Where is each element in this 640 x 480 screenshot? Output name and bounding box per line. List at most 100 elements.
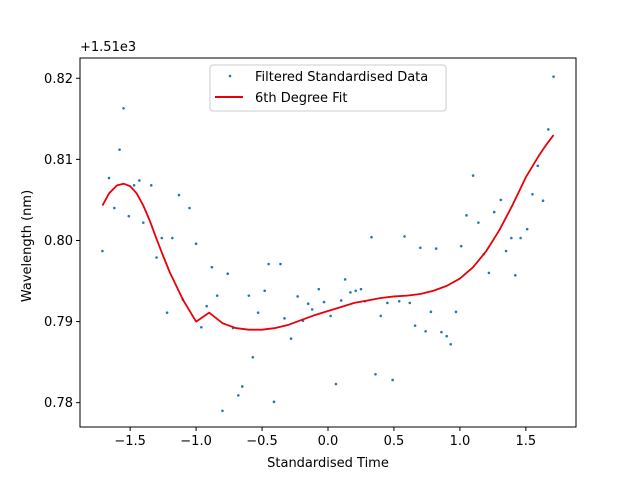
data-point <box>279 262 282 266</box>
data-point <box>536 164 540 168</box>
data-point <box>256 311 260 314</box>
data-point <box>171 236 174 240</box>
data-point <box>226 272 230 276</box>
data-point <box>122 106 125 110</box>
data-point <box>112 206 116 210</box>
data-point <box>434 247 438 250</box>
x-tick-label: 0.5 <box>384 434 405 449</box>
data-point <box>510 236 513 240</box>
data-point <box>194 242 198 246</box>
data-point <box>519 236 522 240</box>
y-tick-label: 0.81 <box>44 153 73 168</box>
y-tick-label: 0.79 <box>44 315 73 330</box>
x-tick-label: −0.5 <box>246 434 278 449</box>
data-point <box>177 193 181 197</box>
data-point <box>525 227 529 231</box>
y-axis: 0.78 0.79 0.80 0.81 0.82 <box>44 72 80 411</box>
data-point <box>310 308 314 311</box>
data-point <box>240 385 244 388</box>
x-tick-label: 0.0 <box>318 434 339 449</box>
data-point <box>370 235 373 239</box>
y-offset-label: +1.51e3 <box>80 40 136 55</box>
data-point <box>329 314 332 318</box>
data-point <box>334 382 338 386</box>
legend-scatter-marker <box>228 74 232 78</box>
data-point <box>492 210 496 214</box>
legend-frame <box>209 64 447 112</box>
data-point <box>247 294 251 297</box>
data-point <box>263 289 266 293</box>
data-point <box>160 236 164 240</box>
data-point <box>359 287 363 291</box>
x-tick-label: −1.5 <box>114 434 146 449</box>
data-point <box>429 310 433 314</box>
y-tick-label: 0.80 <box>44 234 73 249</box>
data-point <box>317 287 321 291</box>
data-point <box>531 192 534 196</box>
x-axis: −1.5 −1.0 −0.5 0.0 0.5 1.0 1.5 <box>114 427 536 449</box>
data-point <box>413 324 417 327</box>
data-point <box>188 206 191 210</box>
data-point <box>142 221 145 224</box>
data-point <box>546 128 550 131</box>
y-axis-label: Wavelength (nm) <box>20 190 35 302</box>
data-point <box>283 317 286 320</box>
data-point <box>296 295 299 298</box>
data-point <box>386 301 389 305</box>
data-point <box>504 249 508 253</box>
legend-label-data: Filtered Standardised Data <box>255 70 428 85</box>
x-tick-label: 1.5 <box>516 434 537 449</box>
data-point <box>379 314 383 318</box>
data-point <box>445 334 449 338</box>
data-point <box>424 330 427 333</box>
data-point <box>210 265 214 269</box>
data-point <box>236 394 240 397</box>
data-point <box>354 289 358 293</box>
data-point <box>374 372 377 376</box>
data-point <box>221 409 224 413</box>
data-point <box>101 249 104 253</box>
data-point <box>541 199 545 203</box>
y-tick-label: 0.82 <box>44 72 73 87</box>
data-point <box>403 235 406 238</box>
data-point <box>459 244 463 248</box>
x-tick-label: 1.0 <box>450 434 471 449</box>
data-point <box>149 184 153 187</box>
data-point <box>471 174 475 177</box>
data-point <box>306 302 310 306</box>
data-point <box>454 310 458 314</box>
data-point <box>487 271 491 275</box>
data-point <box>408 301 412 305</box>
data-point <box>215 294 219 297</box>
data-point <box>200 325 203 329</box>
data-point <box>440 330 443 334</box>
data-point <box>272 400 276 404</box>
y-tick-label: 0.78 <box>44 396 73 411</box>
data-point <box>349 291 352 294</box>
data-point <box>165 311 169 314</box>
data-point <box>397 299 401 303</box>
data-point <box>205 304 208 308</box>
data-point <box>514 274 517 277</box>
legend-label-fit: 6th Degree Fit <box>255 91 347 106</box>
x-axis-label: Standardised Time <box>267 456 389 471</box>
data-point <box>322 300 326 304</box>
data-point <box>267 262 270 266</box>
data-point <box>132 184 136 187</box>
x-tick-label: −1.0 <box>180 434 212 449</box>
data-point <box>138 179 141 182</box>
data-point <box>107 176 111 180</box>
data-point <box>499 198 503 202</box>
data-point <box>449 342 452 346</box>
data-point <box>465 214 468 217</box>
data-point <box>477 221 480 224</box>
data-point <box>419 246 422 250</box>
data-point <box>289 337 293 340</box>
data-point <box>251 355 255 359</box>
data-point <box>127 214 131 218</box>
fit-line <box>101 134 555 331</box>
data-point <box>343 278 347 281</box>
data-point <box>552 75 555 78</box>
legend: Filtered Standardised Data 6th Degree Fi… <box>209 64 447 112</box>
